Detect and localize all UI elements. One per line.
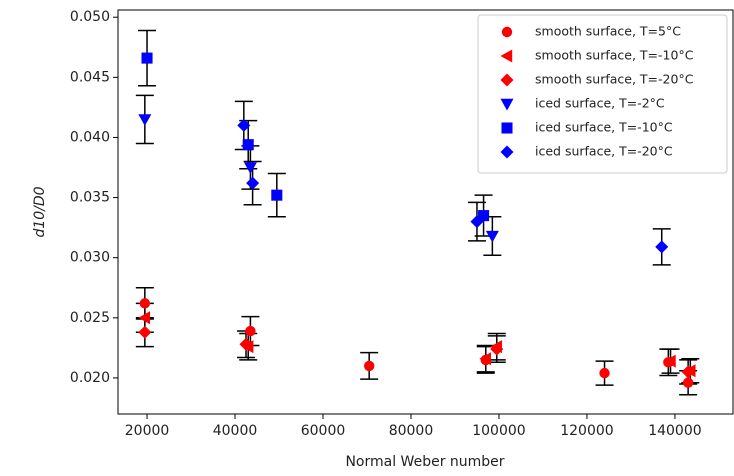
x-tick-label: 120000 — [560, 423, 613, 439]
y-tick-label: 0.025 — [70, 310, 110, 326]
y-tick-label: 0.020 — [70, 370, 110, 386]
y-tick-label: 0.045 — [70, 69, 110, 85]
marker — [138, 311, 151, 325]
legend-marker — [500, 98, 514, 111]
legend-label: smooth surface, T=5°C — [535, 24, 681, 39]
legend-marker — [500, 145, 514, 159]
marker — [271, 189, 283, 201]
marker — [363, 360, 375, 372]
x-tick-label: 20000 — [125, 423, 170, 439]
y-axis-label: d10/D0 — [32, 186, 48, 237]
marker — [138, 114, 152, 126]
x-tick-label: 40000 — [213, 423, 258, 439]
legend-box — [477, 14, 728, 174]
marker — [242, 139, 254, 151]
marker — [139, 298, 151, 309]
x-tick-label: 100000 — [472, 423, 525, 439]
legend-label: iced surface, T=-2°C — [535, 96, 665, 111]
marker — [682, 377, 694, 388]
legend-label: iced surface, T=-10°C — [535, 120, 673, 135]
x-tick-label: 140000 — [648, 423, 701, 439]
marker — [479, 352, 491, 366]
marker — [141, 52, 153, 64]
plot-frame — [117, 9, 734, 415]
marker — [237, 118, 251, 132]
legend-marker — [500, 49, 513, 63]
x-tick-label: 80000 — [389, 423, 434, 439]
marker — [243, 162, 257, 175]
marker — [138, 325, 152, 339]
legend-label: iced surface, T=-20°C — [535, 144, 673, 159]
y-tick-label: 0.040 — [70, 129, 110, 145]
marker — [485, 230, 499, 243]
marker — [245, 325, 256, 337]
marker — [470, 215, 484, 229]
marker — [490, 342, 504, 356]
legend-marker — [501, 122, 513, 134]
y-tick-label: 0.030 — [70, 250, 110, 266]
y-tick-label: 0.035 — [70, 190, 110, 206]
legend-label: smooth surface, T=-10°C — [535, 48, 694, 63]
marker — [239, 337, 253, 351]
legend-marker — [500, 73, 514, 87]
marker — [246, 176, 260, 190]
x-axis-label: Normal Weber number — [345, 454, 504, 470]
marker — [681, 365, 695, 379]
marker — [664, 354, 676, 368]
y-tick-label: 0.050 — [70, 9, 110, 25]
marker — [599, 367, 610, 379]
marker — [655, 240, 669, 254]
marker — [478, 210, 490, 222]
legend-marker — [501, 26, 513, 38]
legend-label: smooth surface, T=-20°C — [535, 72, 694, 87]
x-tick-label: 60000 — [301, 423, 346, 439]
